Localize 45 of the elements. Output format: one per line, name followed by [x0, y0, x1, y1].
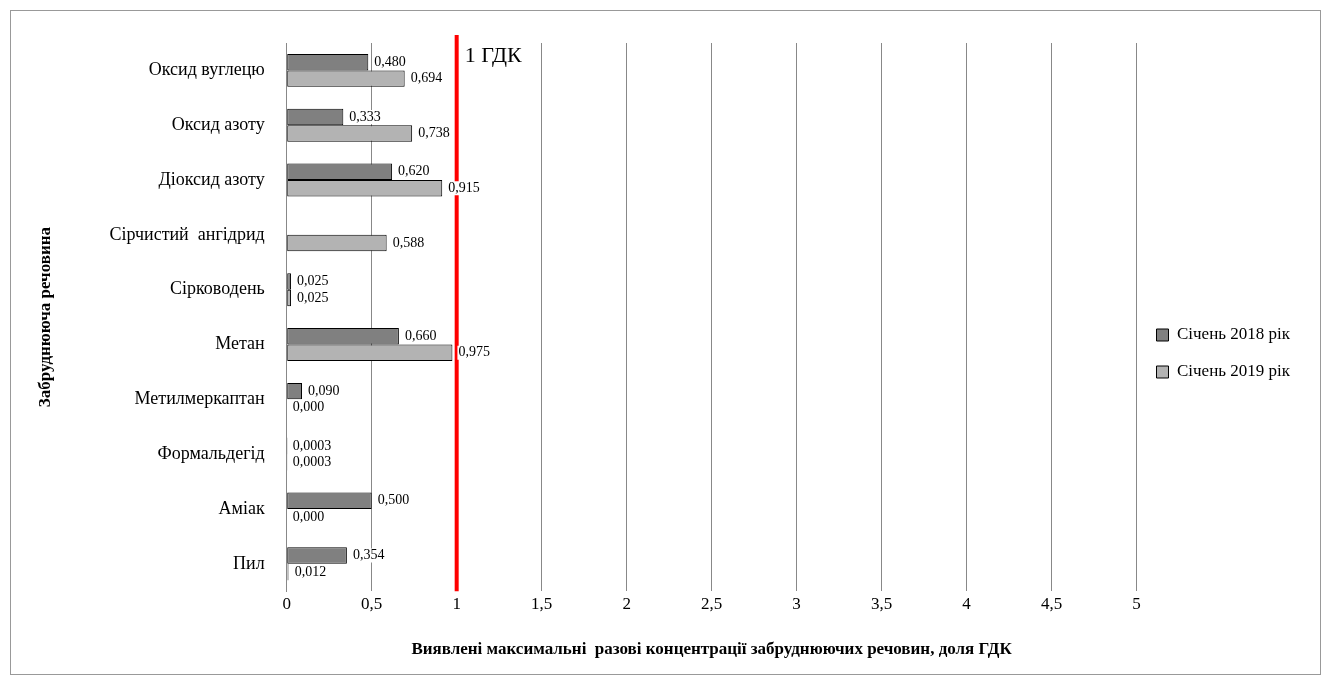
x-tick-label: 1,5: [531, 593, 553, 613]
data-label: 0,915: [448, 179, 480, 195]
y-tick-label: Оксид азоту: [171, 113, 265, 134]
legend-label: Січень 2019 рік: [1177, 361, 1291, 381]
y-tick-label: Метилмеркаптан: [134, 388, 266, 409]
y-tick-label: Сірководень: [170, 278, 265, 299]
x-tick-label: 2: [622, 593, 631, 613]
data-label: 0,000: [292, 399, 325, 415]
ref-line-label: 1 ГДК: [464, 41, 522, 67]
data-label: 0,975: [458, 344, 490, 360]
y-tick-label: Аміак: [218, 497, 265, 518]
data-label: 0,0003: [292, 454, 332, 470]
x-tick-label: 0,5: [361, 593, 383, 613]
x-tick-label: 3: [792, 593, 801, 613]
x-tick-label: 4: [962, 593, 972, 613]
data-label: 0,025: [296, 289, 329, 305]
y-tick-label: Діоксид азоту: [158, 168, 265, 189]
data-label: 0,588: [392, 234, 425, 250]
y-tick-label: Метан: [215, 333, 266, 354]
data-label: 0,694: [410, 70, 443, 86]
data-label: 0,480: [374, 53, 406, 69]
x-tick-label: 4,5: [1040, 593, 1063, 613]
x-tick-label: 0: [282, 593, 291, 613]
y-axis-title: Забруднююча речовина: [34, 226, 54, 408]
x-axis-title: Виявлені максимальні разові концентрації забруднюючих речовин, доля ГДК: [411, 639, 1013, 659]
data-label: 0,738: [418, 125, 450, 141]
legend-label: Січень 2018 рік: [1177, 324, 1291, 344]
y-tick-label: Сірчистий ангідрид: [109, 223, 265, 244]
x-tick-label: 3,5: [870, 593, 893, 613]
data-label: 0,660: [404, 327, 437, 343]
data-label: 0,090: [308, 382, 340, 398]
y-tick-label: Оксид вуглецю: [148, 59, 265, 80]
data-label: 0,333: [349, 108, 381, 124]
data-label: 0,354: [352, 547, 385, 563]
data-label: 0,500: [377, 492, 410, 508]
data-label: 0,0003: [292, 437, 332, 453]
data-label: 0,620: [398, 163, 430, 179]
y-tick-label: Пил: [233, 552, 265, 573]
y-tick-label: Формальдегід: [157, 442, 265, 463]
x-tick-label: 2,5: [700, 593, 723, 613]
x-tick-label: 5: [1132, 593, 1141, 613]
data-label: 0,025: [296, 273, 329, 289]
x-tick-label: 1: [452, 593, 461, 613]
data-label: 0,000: [292, 508, 325, 524]
data-label: 0,012: [294, 563, 327, 579]
